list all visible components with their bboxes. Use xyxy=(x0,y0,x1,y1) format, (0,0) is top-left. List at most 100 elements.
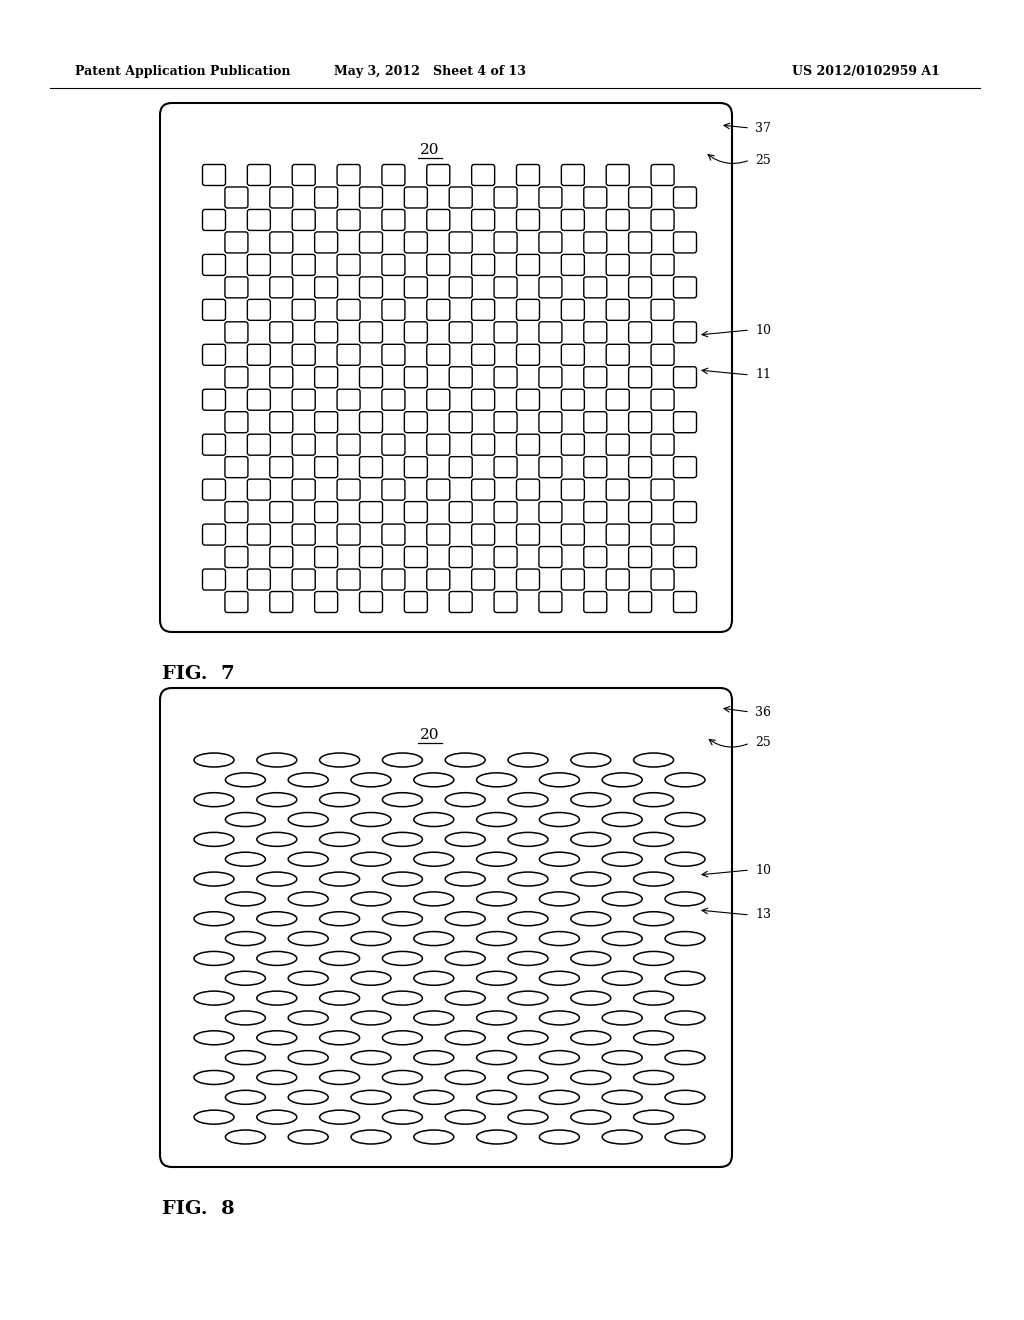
Text: US 2012/0102959 A1: US 2012/0102959 A1 xyxy=(793,66,940,78)
Ellipse shape xyxy=(570,912,610,925)
FancyBboxPatch shape xyxy=(404,367,427,388)
Text: May 3, 2012   Sheet 4 of 13: May 3, 2012 Sheet 4 of 13 xyxy=(334,66,526,78)
FancyBboxPatch shape xyxy=(651,345,674,366)
FancyBboxPatch shape xyxy=(382,569,404,590)
FancyBboxPatch shape xyxy=(472,434,495,455)
FancyBboxPatch shape xyxy=(292,345,315,366)
FancyBboxPatch shape xyxy=(203,345,225,366)
FancyBboxPatch shape xyxy=(225,187,248,209)
FancyBboxPatch shape xyxy=(225,412,248,433)
Ellipse shape xyxy=(540,772,580,787)
Ellipse shape xyxy=(288,772,329,787)
FancyBboxPatch shape xyxy=(472,389,495,411)
Text: 20: 20 xyxy=(420,729,439,742)
Ellipse shape xyxy=(319,1071,359,1085)
FancyBboxPatch shape xyxy=(651,524,674,545)
Ellipse shape xyxy=(476,1130,516,1144)
Ellipse shape xyxy=(257,991,297,1005)
Ellipse shape xyxy=(194,952,234,965)
FancyBboxPatch shape xyxy=(472,300,495,321)
Ellipse shape xyxy=(476,892,516,906)
FancyBboxPatch shape xyxy=(561,389,585,411)
FancyBboxPatch shape xyxy=(539,546,562,568)
FancyBboxPatch shape xyxy=(584,591,607,612)
Ellipse shape xyxy=(225,1090,265,1105)
FancyBboxPatch shape xyxy=(674,187,696,209)
FancyBboxPatch shape xyxy=(450,457,472,478)
FancyBboxPatch shape xyxy=(427,165,450,186)
FancyBboxPatch shape xyxy=(539,322,562,343)
Ellipse shape xyxy=(225,1051,265,1065)
Ellipse shape xyxy=(602,1090,642,1105)
FancyBboxPatch shape xyxy=(359,187,383,209)
Ellipse shape xyxy=(319,833,359,846)
FancyBboxPatch shape xyxy=(584,277,607,298)
FancyBboxPatch shape xyxy=(404,277,427,298)
Ellipse shape xyxy=(288,892,329,906)
Ellipse shape xyxy=(257,1031,297,1045)
Text: 36: 36 xyxy=(755,705,771,718)
Ellipse shape xyxy=(634,991,674,1005)
Ellipse shape xyxy=(351,1051,391,1065)
FancyBboxPatch shape xyxy=(450,412,472,433)
FancyBboxPatch shape xyxy=(225,322,248,343)
FancyBboxPatch shape xyxy=(472,345,495,366)
FancyBboxPatch shape xyxy=(494,457,517,478)
FancyBboxPatch shape xyxy=(248,434,270,455)
Ellipse shape xyxy=(540,1090,580,1105)
Ellipse shape xyxy=(508,1071,548,1085)
Ellipse shape xyxy=(351,772,391,787)
Ellipse shape xyxy=(319,912,359,925)
FancyBboxPatch shape xyxy=(404,502,427,523)
FancyBboxPatch shape xyxy=(359,591,383,612)
FancyBboxPatch shape xyxy=(561,165,585,186)
Ellipse shape xyxy=(225,813,265,826)
FancyBboxPatch shape xyxy=(337,434,360,455)
FancyBboxPatch shape xyxy=(539,187,562,209)
FancyBboxPatch shape xyxy=(584,187,607,209)
FancyBboxPatch shape xyxy=(337,569,360,590)
FancyBboxPatch shape xyxy=(382,255,404,276)
FancyBboxPatch shape xyxy=(359,277,383,298)
Ellipse shape xyxy=(602,972,642,985)
FancyBboxPatch shape xyxy=(292,434,315,455)
Ellipse shape xyxy=(288,1090,329,1105)
FancyBboxPatch shape xyxy=(337,255,360,276)
FancyBboxPatch shape xyxy=(629,367,651,388)
FancyBboxPatch shape xyxy=(606,434,629,455)
Ellipse shape xyxy=(665,813,705,826)
FancyBboxPatch shape xyxy=(225,591,248,612)
FancyBboxPatch shape xyxy=(472,210,495,231)
Ellipse shape xyxy=(540,1130,580,1144)
FancyBboxPatch shape xyxy=(427,434,450,455)
FancyBboxPatch shape xyxy=(292,524,315,545)
FancyBboxPatch shape xyxy=(561,300,585,321)
Ellipse shape xyxy=(476,772,516,787)
FancyBboxPatch shape xyxy=(292,300,315,321)
Ellipse shape xyxy=(476,1051,516,1065)
FancyBboxPatch shape xyxy=(561,255,585,276)
Ellipse shape xyxy=(194,1071,234,1085)
FancyBboxPatch shape xyxy=(427,255,450,276)
Ellipse shape xyxy=(508,793,548,807)
FancyBboxPatch shape xyxy=(494,546,517,568)
FancyBboxPatch shape xyxy=(539,277,562,298)
Ellipse shape xyxy=(382,752,422,767)
Ellipse shape xyxy=(665,1051,705,1065)
FancyBboxPatch shape xyxy=(674,457,696,478)
Ellipse shape xyxy=(382,952,422,965)
Ellipse shape xyxy=(257,873,297,886)
FancyBboxPatch shape xyxy=(472,255,495,276)
Ellipse shape xyxy=(445,833,485,846)
Ellipse shape xyxy=(382,1071,422,1085)
FancyBboxPatch shape xyxy=(382,300,404,321)
FancyBboxPatch shape xyxy=(359,367,383,388)
Ellipse shape xyxy=(476,1011,516,1024)
Ellipse shape xyxy=(445,991,485,1005)
FancyBboxPatch shape xyxy=(225,232,248,253)
Ellipse shape xyxy=(351,1011,391,1024)
FancyBboxPatch shape xyxy=(450,367,472,388)
Ellipse shape xyxy=(382,991,422,1005)
FancyBboxPatch shape xyxy=(314,591,338,612)
Ellipse shape xyxy=(445,912,485,925)
